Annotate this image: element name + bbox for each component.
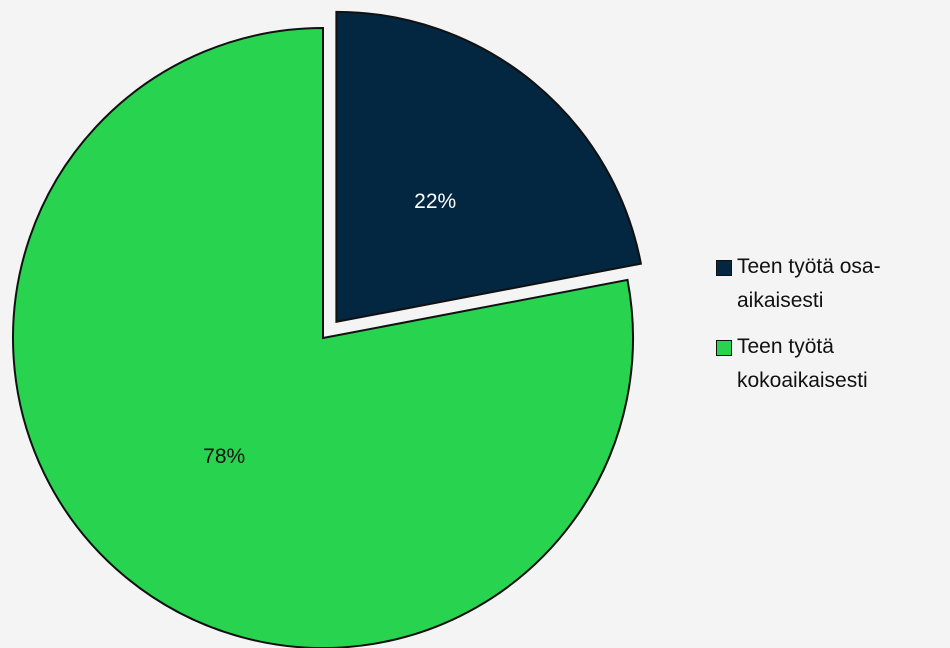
- legend-swatch: [716, 340, 732, 356]
- legend-label: Teen työtä kokoaikaisesti: [737, 335, 868, 392]
- legend-item: Teen työtä kokoaikaisesti: [716, 330, 896, 398]
- legend-item: Teen työtä osa-aikaisesti: [716, 250, 896, 318]
- data-label: 22%: [414, 190, 456, 213]
- legend: Teen työtä osa-aikaisesti Teen työtä koko…: [716, 250, 896, 410]
- pie-slice: [335, 10, 643, 324]
- legend-label: Teen työtä osa-aikaisesti: [737, 255, 881, 312]
- data-label: 78%: [203, 445, 245, 468]
- legend-swatch: [716, 260, 732, 276]
- pie-slice: [12, 26, 634, 648]
